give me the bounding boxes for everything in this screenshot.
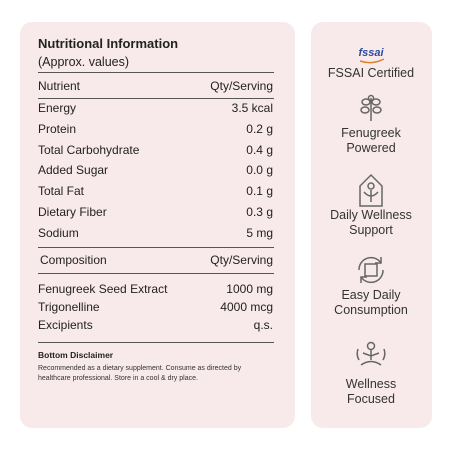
focus-icon bbox=[356, 341, 386, 366]
ingredient-value: 4000 mcg bbox=[220, 300, 273, 314]
nutrient-value: 0.2 g bbox=[246, 121, 273, 136]
divider bbox=[38, 72, 274, 73]
nutrient-label: Sodium bbox=[38, 225, 79, 240]
nutrient-label: Energy bbox=[38, 101, 77, 115]
fssai-logo-text: fssai bbox=[358, 47, 384, 59]
divider bbox=[38, 247, 274, 248]
feature-label: Fenugreek Powered bbox=[341, 126, 401, 155]
nutrient-value: 3.5 kcal bbox=[231, 101, 273, 115]
feature-label: Daily Wellness Support bbox=[330, 208, 412, 237]
ingredient-value: 1000 mg bbox=[226, 282, 273, 296]
fssai-logo: fssai bbox=[358, 47, 384, 64]
header-label: Composition bbox=[40, 253, 107, 267]
nutrient-value: 0.3 g bbox=[246, 205, 273, 219]
nutrient-value: 0.1 g bbox=[246, 184, 273, 199]
nutrient-value: 0.4 g bbox=[246, 142, 273, 157]
fenugreek-icon bbox=[360, 94, 382, 121]
nutrient-label: Dietary Fiber bbox=[38, 205, 107, 219]
header-value: Qty/Serving bbox=[210, 253, 273, 267]
feature-label: Wellness Focused bbox=[345, 377, 397, 406]
wellness-icon bbox=[359, 173, 383, 207]
divider bbox=[38, 342, 274, 343]
title: Nutritional Information bbox=[38, 36, 179, 51]
ingredient-label: Fenugreek Seed Extract bbox=[38, 282, 168, 296]
nutrition-panel bbox=[20, 22, 295, 428]
feature-label: Easy Daily Consumption bbox=[334, 288, 408, 317]
consumption-icon bbox=[358, 256, 384, 284]
disclaimer-text: Recommended as a dietary supplement. Con… bbox=[38, 365, 242, 382]
nutrient-label: Total Fat bbox=[38, 184, 85, 199]
disclaimer-title: Bottom Disclaimer bbox=[38, 350, 114, 360]
divider bbox=[38, 98, 274, 99]
nutrient-label: Protein bbox=[38, 121, 77, 136]
ingredient-value: q.s. bbox=[253, 318, 273, 332]
nutrient-value: 0.0 g bbox=[246, 163, 273, 178]
ingredient-label: Trigonelline bbox=[38, 300, 100, 314]
nutrient-value: 5 mg bbox=[246, 225, 273, 240]
features-panel bbox=[311, 22, 432, 428]
feature-label: FSSAI Certified bbox=[327, 66, 415, 80]
subtitle: (Approx. values) bbox=[38, 55, 130, 69]
ingredient-label: Excipients bbox=[38, 318, 93, 332]
header-value: Qty/Serving bbox=[210, 79, 273, 93]
header-label: Nutrient bbox=[38, 79, 81, 93]
nutrient-label: Added Sugar bbox=[38, 163, 109, 178]
divider bbox=[38, 273, 274, 274]
nutrient-label: Total Carbohydrate bbox=[38, 142, 140, 157]
